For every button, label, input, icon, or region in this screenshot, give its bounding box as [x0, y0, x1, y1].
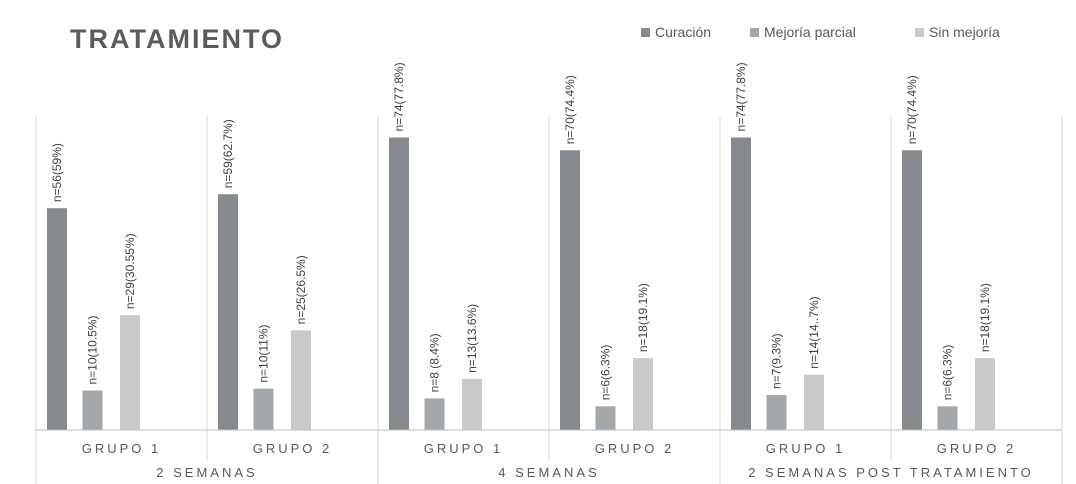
- bar: [218, 194, 238, 430]
- bar: [424, 398, 445, 430]
- bar-data-label: n=29(30.55%): [123, 233, 137, 309]
- category-tick-label: GRUPO 1: [766, 441, 846, 456]
- legend-swatch: [641, 28, 650, 37]
- category-tick-label: GRUPO 1: [82, 441, 162, 456]
- category-separators: [35, 115, 1063, 430]
- group-label: 2 SEMANAS: [156, 465, 257, 480]
- bar-data-label: n=14(14..7%): [807, 296, 821, 368]
- bar-data-label: n=10(10.5%): [86, 315, 100, 384]
- bar-data-label: n=6(6.3%): [941, 345, 955, 401]
- legend-swatch: [750, 28, 759, 37]
- bar-data-label: n=74(77.8%): [392, 62, 406, 131]
- legend-swatch: [915, 28, 924, 37]
- bar: [253, 388, 274, 430]
- category-tick-label: GRUPO 2: [937, 441, 1017, 456]
- x-axis: GRUPO 1 GRUPO 2 GRUPO 1 GRUPO 2 GRUPO 1 GRUPO…: [35, 429, 1063, 484]
- bar: [731, 137, 751, 431]
- bar-data-label: n=70(74.4%): [563, 75, 577, 144]
- bar-data-label: n=18(19.1%): [978, 283, 992, 352]
- bar-data-label: n=25(26.5%): [294, 255, 308, 324]
- group-label: 4 SEMANAS: [498, 465, 599, 480]
- group-label: 2 SEMANAS POST TRATAMIENTO: [748, 465, 1034, 480]
- legend: Curación Mejoría parcial Sin mejoría: [641, 24, 1000, 40]
- bar: [975, 358, 995, 430]
- category-tick-label: GRUPO 1: [424, 441, 504, 456]
- bar: [389, 137, 409, 431]
- bar-data-label: n=10(11%): [257, 324, 271, 382]
- bar-data-label: n=8 (8.4%): [428, 333, 442, 392]
- bar: [120, 315, 140, 430]
- bars: [47, 137, 995, 431]
- bar: [804, 374, 824, 430]
- bar: [633, 358, 653, 430]
- category-tick-label: GRUPO 2: [253, 441, 333, 456]
- bar-labels: n=56(59%) n=59(62.7%) n=74(77.8%) n=70(74.4…: [50, 62, 992, 400]
- bar: [291, 330, 311, 430]
- bar-data-label: n=13(13.6%): [465, 304, 479, 373]
- bar-data-label: n=18(19.1%): [636, 283, 650, 352]
- bar: [560, 150, 580, 431]
- category-tick-label: GRUPO 2: [595, 441, 675, 456]
- bar: [937, 406, 958, 430]
- bar: [595, 406, 616, 430]
- bar: [47, 208, 67, 430]
- bar: [462, 378, 482, 430]
- legend-label: Mejoría parcial: [764, 24, 856, 40]
- legend-label: Sin mejoría: [929, 24, 1000, 40]
- legend-label: Curación: [655, 24, 711, 40]
- bar-data-label: n=74(77.8%): [734, 62, 748, 131]
- bar-data-label: n=59(62.7%): [221, 119, 235, 188]
- bar-data-label: n=70(74.4%): [905, 75, 919, 144]
- bar-data-label: n=7(9.3%): [770, 333, 784, 389]
- bar: [82, 390, 103, 430]
- bar: [902, 150, 922, 431]
- bar-data-label: n=6(6.3%): [599, 345, 613, 401]
- chart-title: TRATAMIENTO: [70, 24, 284, 54]
- bar-data-label: n=56(59%): [50, 143, 64, 202]
- bar: [766, 395, 787, 430]
